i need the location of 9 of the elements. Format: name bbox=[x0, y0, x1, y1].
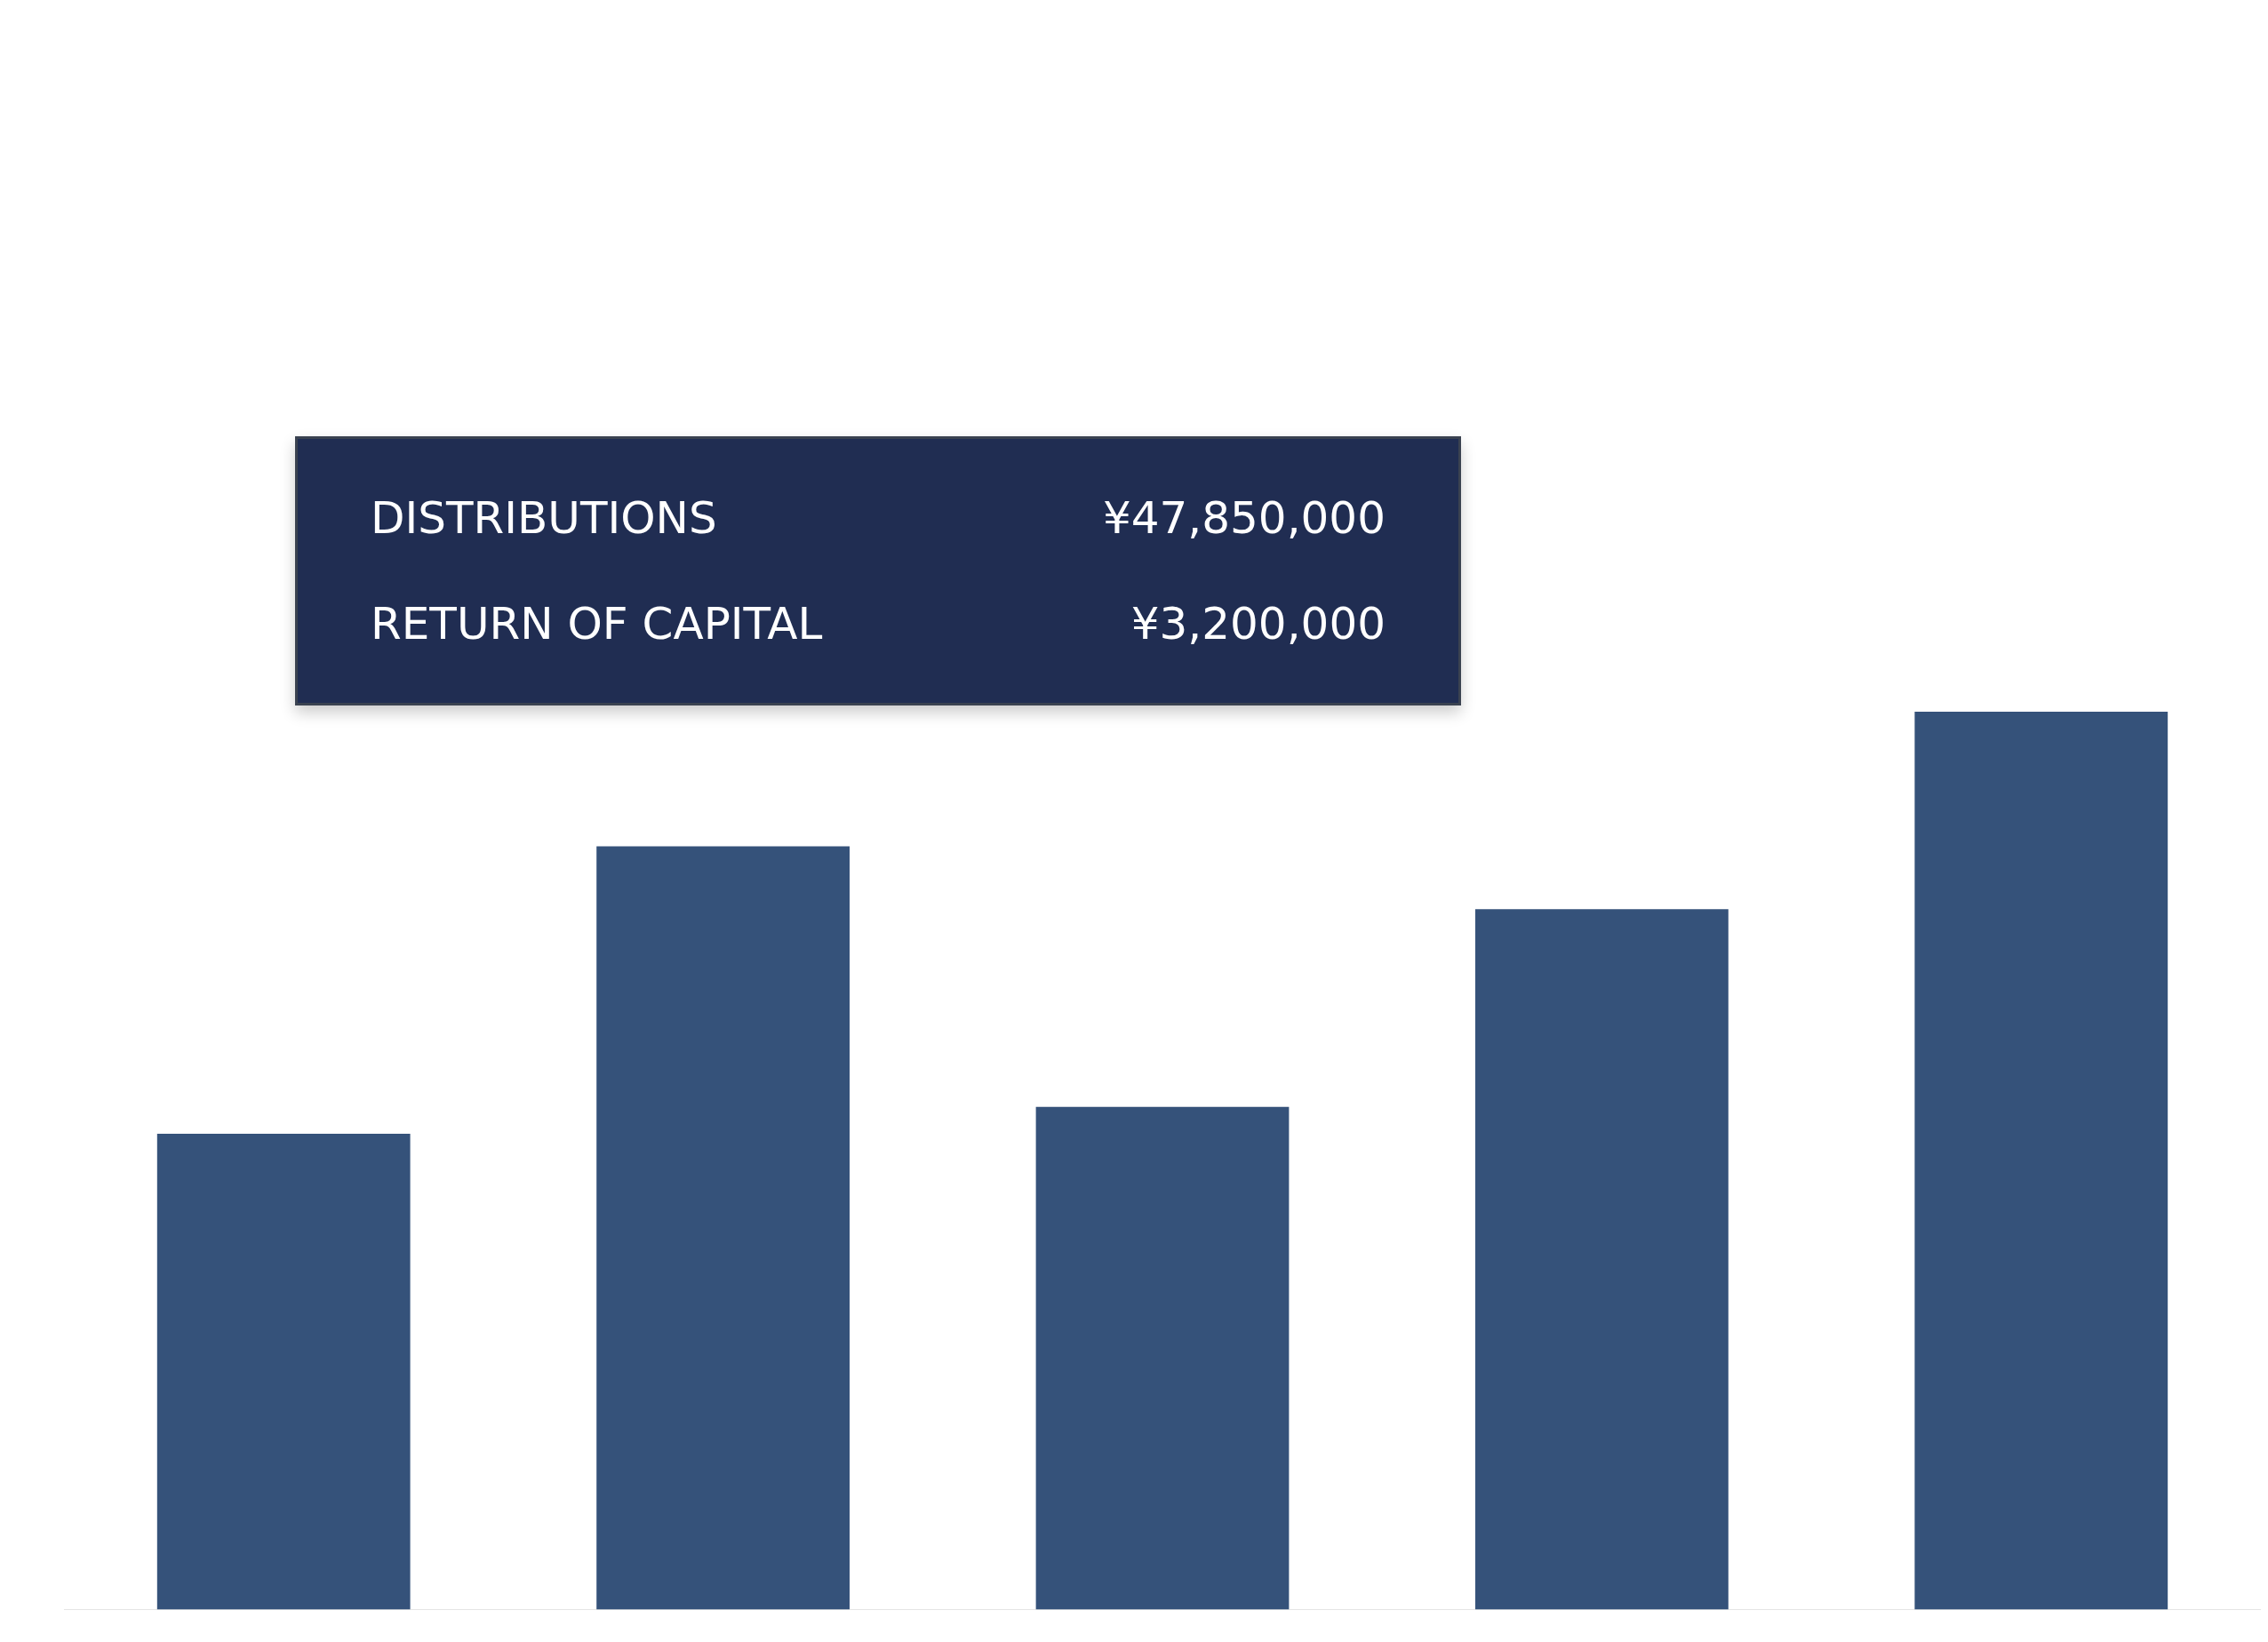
text: ¥47,850,000 bbox=[1102, 492, 1386, 544]
bar bbox=[156, 1133, 411, 1610]
text: RETURN OF CAPITAL bbox=[371, 598, 823, 650]
text: DISTRIBUTIONS bbox=[371, 492, 717, 544]
bar bbox=[1914, 712, 2168, 1610]
bar bbox=[596, 846, 850, 1610]
text: ¥3,200,000 bbox=[1130, 598, 1386, 650]
bar bbox=[1475, 909, 1729, 1610]
bar bbox=[1035, 1106, 1290, 1610]
